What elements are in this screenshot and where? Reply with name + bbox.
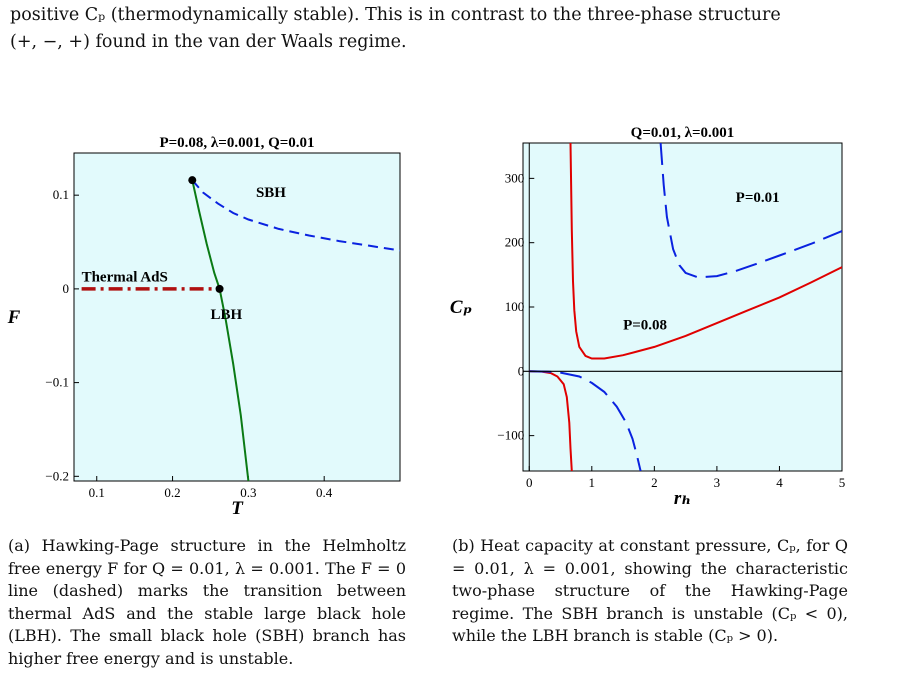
caption-a: (a) Hawking-Page structure in the Helmho… [8,536,406,668]
x-axis-label: T [231,498,244,519]
critical-point-1 [215,284,224,293]
y-tick-label: −0.1 [45,375,69,390]
chart-title: P=0.08, λ=0.001, Q=0.01 [159,135,314,151]
series-line-1 [659,143,842,279]
intro-line-1: positive Cₚ (thermodynamically stable). … [10,5,781,25]
x-tick-label: 2 [651,475,658,490]
y-tick-label: −0.2 [45,468,69,483]
figure-b: 0 1 2 3 4 5 −100 0 100 200 300 P=0.01 P=0.08 Q=0.01, … [445,118,897,528]
x-tick-label: 5 [839,475,846,490]
series-line-3 [529,370,642,471]
y-tick-label: 0.1 [53,187,69,202]
intro-text: positive Cₚ (thermodynamically stable). … [10,2,890,56]
y-axis-label: Cₚ [450,297,472,318]
x-tick-label: 0.1 [89,485,105,500]
y-tick-label: −100 [497,428,524,443]
intro-line-2: (+, −, +) found in the van der Waals reg… [10,32,407,52]
annotation-label: P=0.08 [623,318,667,334]
annotation-label: SBH [256,185,286,201]
x-axis-label: rₕ [674,488,691,509]
free-energy-chart: 0.1 0.2 0.3 0.4 −0.2 −0.1 0 0.1 SBH Thermal AdS LB… [7,135,401,519]
y-tick-label: 300 [505,170,524,185]
y-tick-label: 200 [505,235,524,250]
annotation-label: Thermal AdS [82,269,168,285]
caption-b: (b) Heat capacity at constant pressure, … [452,536,848,645]
y-tick-label: 100 [505,299,524,314]
x-tick-label: 1 [589,475,596,490]
critical-point-0 [188,176,197,185]
x-tick-label: 4 [776,475,783,490]
x-tick-label: 0 [526,475,533,490]
x-tick-label: 0.4 [316,485,333,500]
figure-a: 0.1 0.2 0.3 0.4 −0.2 −0.1 0 0.1 SBH Thermal AdS LB… [0,125,410,525]
plot-area [73,152,401,482]
x-tick-label: 0.3 [240,485,256,500]
annotation-label: LBH [210,307,242,323]
annotation-label: P=0.01 [736,190,780,206]
series-line-0 [569,143,842,360]
plot-area [522,142,843,472]
y-tick-label: 0 [63,281,70,296]
y-axis-label: F [7,307,21,328]
x-tick-label: 3 [714,475,721,490]
series-line-0 [191,179,400,252]
x-tick-label: 0.2 [164,485,180,500]
chart-title: Q=0.01, λ=0.001 [631,125,735,141]
y-tick-label: 0 [518,363,525,378]
heat-capacity-chart: 0 1 2 3 4 5 −100 0 100 200 300 P=0.01 P=0.08 Q=0.01, … [450,125,846,509]
